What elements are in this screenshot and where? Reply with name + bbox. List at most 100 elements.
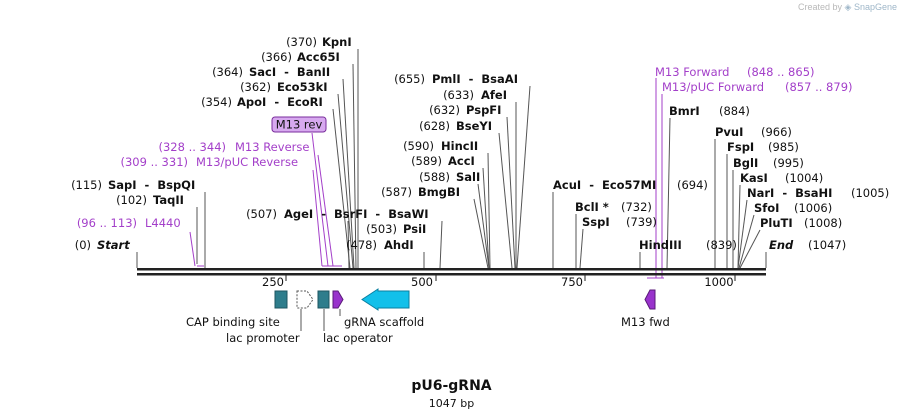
svg-text:(102): (102) (116, 193, 147, 207)
plasmid-title: pU6-gRNA (411, 378, 492, 394)
site-label[interactable]: (507) AgeI - BsrFI - BsaWI (246, 207, 428, 221)
svg-text:(628): (628) (419, 119, 450, 133)
ruler-tick-label: 500 (411, 275, 433, 289)
site-label[interactable]: FspI (985) (727, 140, 799, 154)
site-label[interactable]: BglI (995) (733, 156, 804, 170)
primer-label[interactable]: (309 .. 331) M13/pUC Reverse (121, 155, 299, 169)
feature-label-grna-scaffold: gRNA scaffold (344, 315, 424, 329)
primer-label[interactable]: (328 .. 344) M13 Reverse (159, 140, 310, 154)
site-label[interactable]: (102) TaqII (116, 193, 184, 207)
site-label[interactable]: (0) Start (75, 238, 131, 252)
grna-scaffold-feature[interactable] (361, 288, 410, 311)
site-label[interactable]: (589) AccI (411, 154, 475, 168)
site-label[interactable]: (590) HincII (403, 139, 478, 153)
svg-text:(884): (884) (719, 104, 750, 118)
svg-text:HincII: HincII (441, 139, 478, 153)
svg-text:PsiI: PsiI (403, 222, 426, 236)
svg-text:PspFI: PspFI (466, 103, 501, 117)
ruler (285, 275, 736, 281)
svg-text:(96 .. 113): (96 .. 113) (77, 216, 137, 230)
site-label[interactable]: SspI (739) (582, 215, 657, 229)
site-label[interactable]: End (1047) (769, 238, 846, 252)
backbone-top-strand (137, 268, 766, 271)
site-label[interactable]: (362) Eco53kI (240, 80, 327, 94)
svg-text:SalI: SalI (456, 170, 480, 184)
lac-promoter-feature[interactable] (296, 290, 314, 309)
svg-text:Acc65I: Acc65I (297, 50, 340, 64)
site-label[interactable]: (633) AfeI (443, 88, 507, 102)
site-label[interactable]: SfoI (1006) (754, 201, 832, 215)
site-label[interactable]: BmrI (884) (669, 104, 750, 118)
svg-text:ApoI - EcoRI: ApoI - EcoRI (237, 95, 323, 109)
snapgene-logo-icon: ◈ SnapGene (844, 2, 897, 12)
svg-text:PmlI - BsaAI: PmlI - BsaAI (432, 72, 518, 86)
svg-text:M13 Forward: M13 Forward (655, 65, 729, 79)
site-label[interactable]: BclI * (732) (575, 200, 652, 214)
lac-operator-feature[interactable] (317, 290, 330, 309)
m13-rev-feature[interactable] (332, 290, 344, 309)
site-label[interactable]: PvuI (966) (715, 125, 792, 139)
cap-binding-site-feature[interactable] (274, 290, 288, 309)
svg-text:BmgBI: BmgBI (418, 185, 460, 199)
svg-text:(995): (995) (773, 156, 804, 170)
svg-text:(364): (364) (212, 65, 243, 79)
primer-label[interactable]: M13 Forward (848 .. 865) (655, 65, 815, 79)
svg-text:(503): (503) (366, 222, 397, 236)
site-label[interactable]: (478) AhdI (346, 238, 414, 252)
m13-rev-box[interactable] (271, 116, 327, 133)
primer-label[interactable]: (96 .. 113) L4440 (77, 216, 181, 230)
svg-text:(1004): (1004) (785, 171, 823, 185)
site-label[interactable]: (354) ApoI - EcoRI (201, 95, 323, 109)
svg-text:M13/pUC Forward: M13/pUC Forward (662, 80, 764, 94)
site-label[interactable]: AcuI - Eco57MI (694) (553, 178, 708, 192)
site-label[interactable]: (503) PsiI (366, 222, 426, 236)
svg-text:(857 .. 879): (857 .. 879) (785, 80, 853, 94)
site-label[interactable]: (587) BmgBI (381, 185, 460, 199)
site-label[interactable]: (655) PmlI - BsaAI (394, 72, 518, 86)
site-label[interactable]: HindIII (839) (639, 238, 737, 252)
site-label[interactable]: (588) SalI (419, 170, 480, 184)
site-label[interactable]: NarI - BsaHI (1005) (747, 186, 889, 200)
svg-text:(354): (354) (201, 95, 232, 109)
site-label[interactable]: KasI (1004) (740, 171, 823, 185)
svg-text:(985): (985) (768, 140, 799, 154)
svg-text:HindIII: HindIII (639, 238, 682, 252)
ruler-tick-label: 1000 (704, 275, 733, 289)
primer-label[interactable]: M13/pUC Forward (857 .. 879) (662, 80, 853, 94)
svg-text:(1005): (1005) (851, 186, 889, 200)
site-label[interactable]: (632) PspFI (429, 103, 501, 117)
svg-text:(478): (478) (346, 238, 377, 252)
svg-text:(633): (633) (443, 88, 474, 102)
svg-text:(587): (587) (381, 185, 412, 199)
m13-rev-box-label: M13 rev (276, 118, 323, 132)
svg-text:(589): (589) (411, 154, 442, 168)
svg-text:PluTI: PluTI (760, 216, 793, 230)
feature-label-m13-fwd: M13 fwd (621, 315, 670, 329)
svg-text:(839): (839) (706, 238, 737, 252)
svg-text:(1006): (1006) (794, 201, 832, 215)
svg-text:AcuI - Eco57MI: AcuI - Eco57MI (553, 178, 656, 192)
site-label[interactable]: (115) SapI - BspQI (71, 178, 195, 192)
backbone-bottom-strand (137, 273, 766, 276)
svg-text:TaqII: TaqII (153, 193, 184, 207)
svg-text:NarI - BsaHI: NarI - BsaHI (747, 186, 832, 200)
svg-text:AgeI - BsrFI - BsaWI: AgeI - BsrFI - BsaWI (284, 207, 429, 221)
site-label[interactable]: (370) KpnI (286, 35, 352, 49)
svg-text:(739): (739) (626, 215, 657, 229)
site-label[interactable]: PluTI (1008) (760, 216, 842, 230)
svg-text:AhdI: AhdI (384, 238, 414, 252)
svg-text:M13/pUC Reverse: M13/pUC Reverse (196, 155, 298, 169)
m13-fwd-feature[interactable] (644, 289, 656, 310)
svg-text:(366): (366) (261, 50, 292, 64)
svg-text:PvuI: PvuI (715, 125, 743, 139)
svg-text:BseYI: BseYI (456, 119, 492, 133)
svg-text:KasI: KasI (740, 171, 768, 185)
svg-text:SfoI: SfoI (754, 201, 779, 215)
site-label[interactable]: (628) BseYI (419, 119, 492, 133)
svg-text:BclI *: BclI * (575, 200, 609, 214)
svg-text:SspI: SspI (582, 215, 610, 229)
svg-text:(1047): (1047) (808, 238, 846, 252)
site-label[interactable]: (366) Acc65I (261, 50, 340, 64)
site-label[interactable]: (364) SacI - BanII (212, 65, 330, 79)
